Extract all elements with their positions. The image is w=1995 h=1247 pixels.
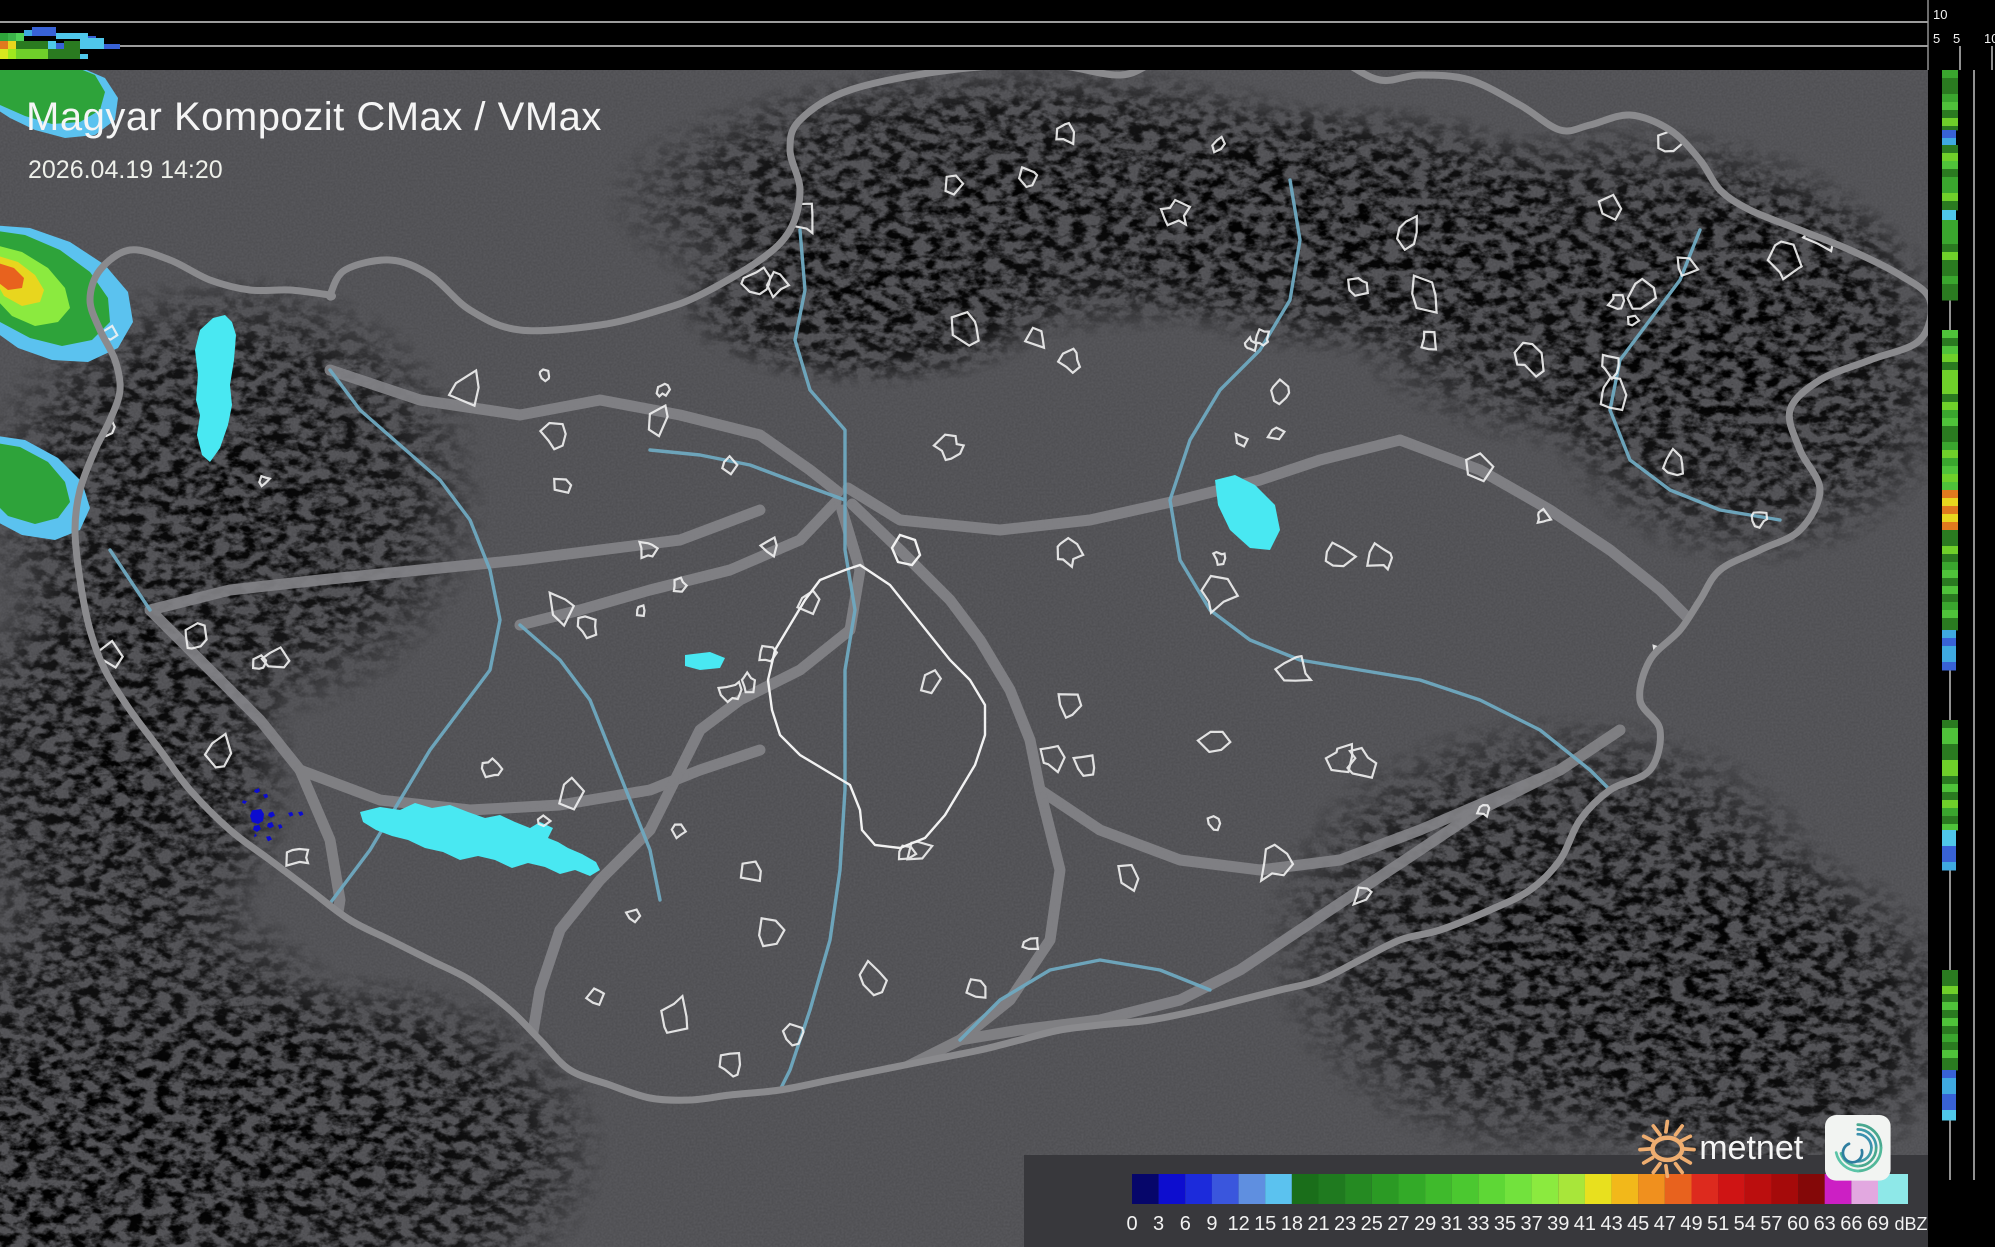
svg-text:10: 10	[1933, 7, 1947, 22]
svg-text:metnet: metnet	[1699, 1129, 1804, 1167]
svg-text:5: 5	[1933, 31, 1940, 46]
svg-text:5: 5	[1953, 31, 1960, 46]
svg-text:21: 21	[1307, 1213, 1329, 1235]
svg-text:23: 23	[1334, 1213, 1356, 1235]
svg-text:51: 51	[1707, 1213, 1729, 1235]
svg-text:37: 37	[1520, 1213, 1542, 1235]
svg-text:49: 49	[1680, 1213, 1702, 1235]
svg-text:25: 25	[1361, 1213, 1383, 1235]
svg-text:57: 57	[1760, 1213, 1782, 1235]
svg-text:15: 15	[1254, 1213, 1276, 1235]
svg-text:6: 6	[1180, 1213, 1191, 1235]
svg-text:3: 3	[1153, 1213, 1164, 1235]
svg-text:63: 63	[1814, 1213, 1836, 1235]
svg-text:54: 54	[1734, 1213, 1756, 1235]
svg-text:43: 43	[1600, 1213, 1622, 1235]
svg-text:66: 66	[1840, 1213, 1862, 1235]
svg-text:69: 69	[1867, 1213, 1889, 1235]
svg-text:18: 18	[1281, 1213, 1303, 1235]
svg-text:45: 45	[1627, 1213, 1649, 1235]
svg-text:0: 0	[1126, 1213, 1137, 1235]
svg-text:60: 60	[1787, 1213, 1809, 1235]
svg-text:29: 29	[1414, 1213, 1436, 1235]
svg-text:dBZ: dBZ	[1894, 1214, 1927, 1234]
svg-text:47: 47	[1654, 1213, 1676, 1235]
svg-text:10: 10	[1984, 31, 1995, 46]
svg-text:9: 9	[1206, 1213, 1217, 1235]
svg-text:33: 33	[1467, 1213, 1489, 1235]
svg-text:39: 39	[1547, 1213, 1569, 1235]
svg-text:41: 41	[1574, 1213, 1596, 1235]
svg-text:31: 31	[1441, 1213, 1463, 1235]
svg-text:12: 12	[1227, 1213, 1249, 1235]
svg-text:35: 35	[1494, 1213, 1516, 1235]
svg-text:27: 27	[1387, 1213, 1409, 1235]
